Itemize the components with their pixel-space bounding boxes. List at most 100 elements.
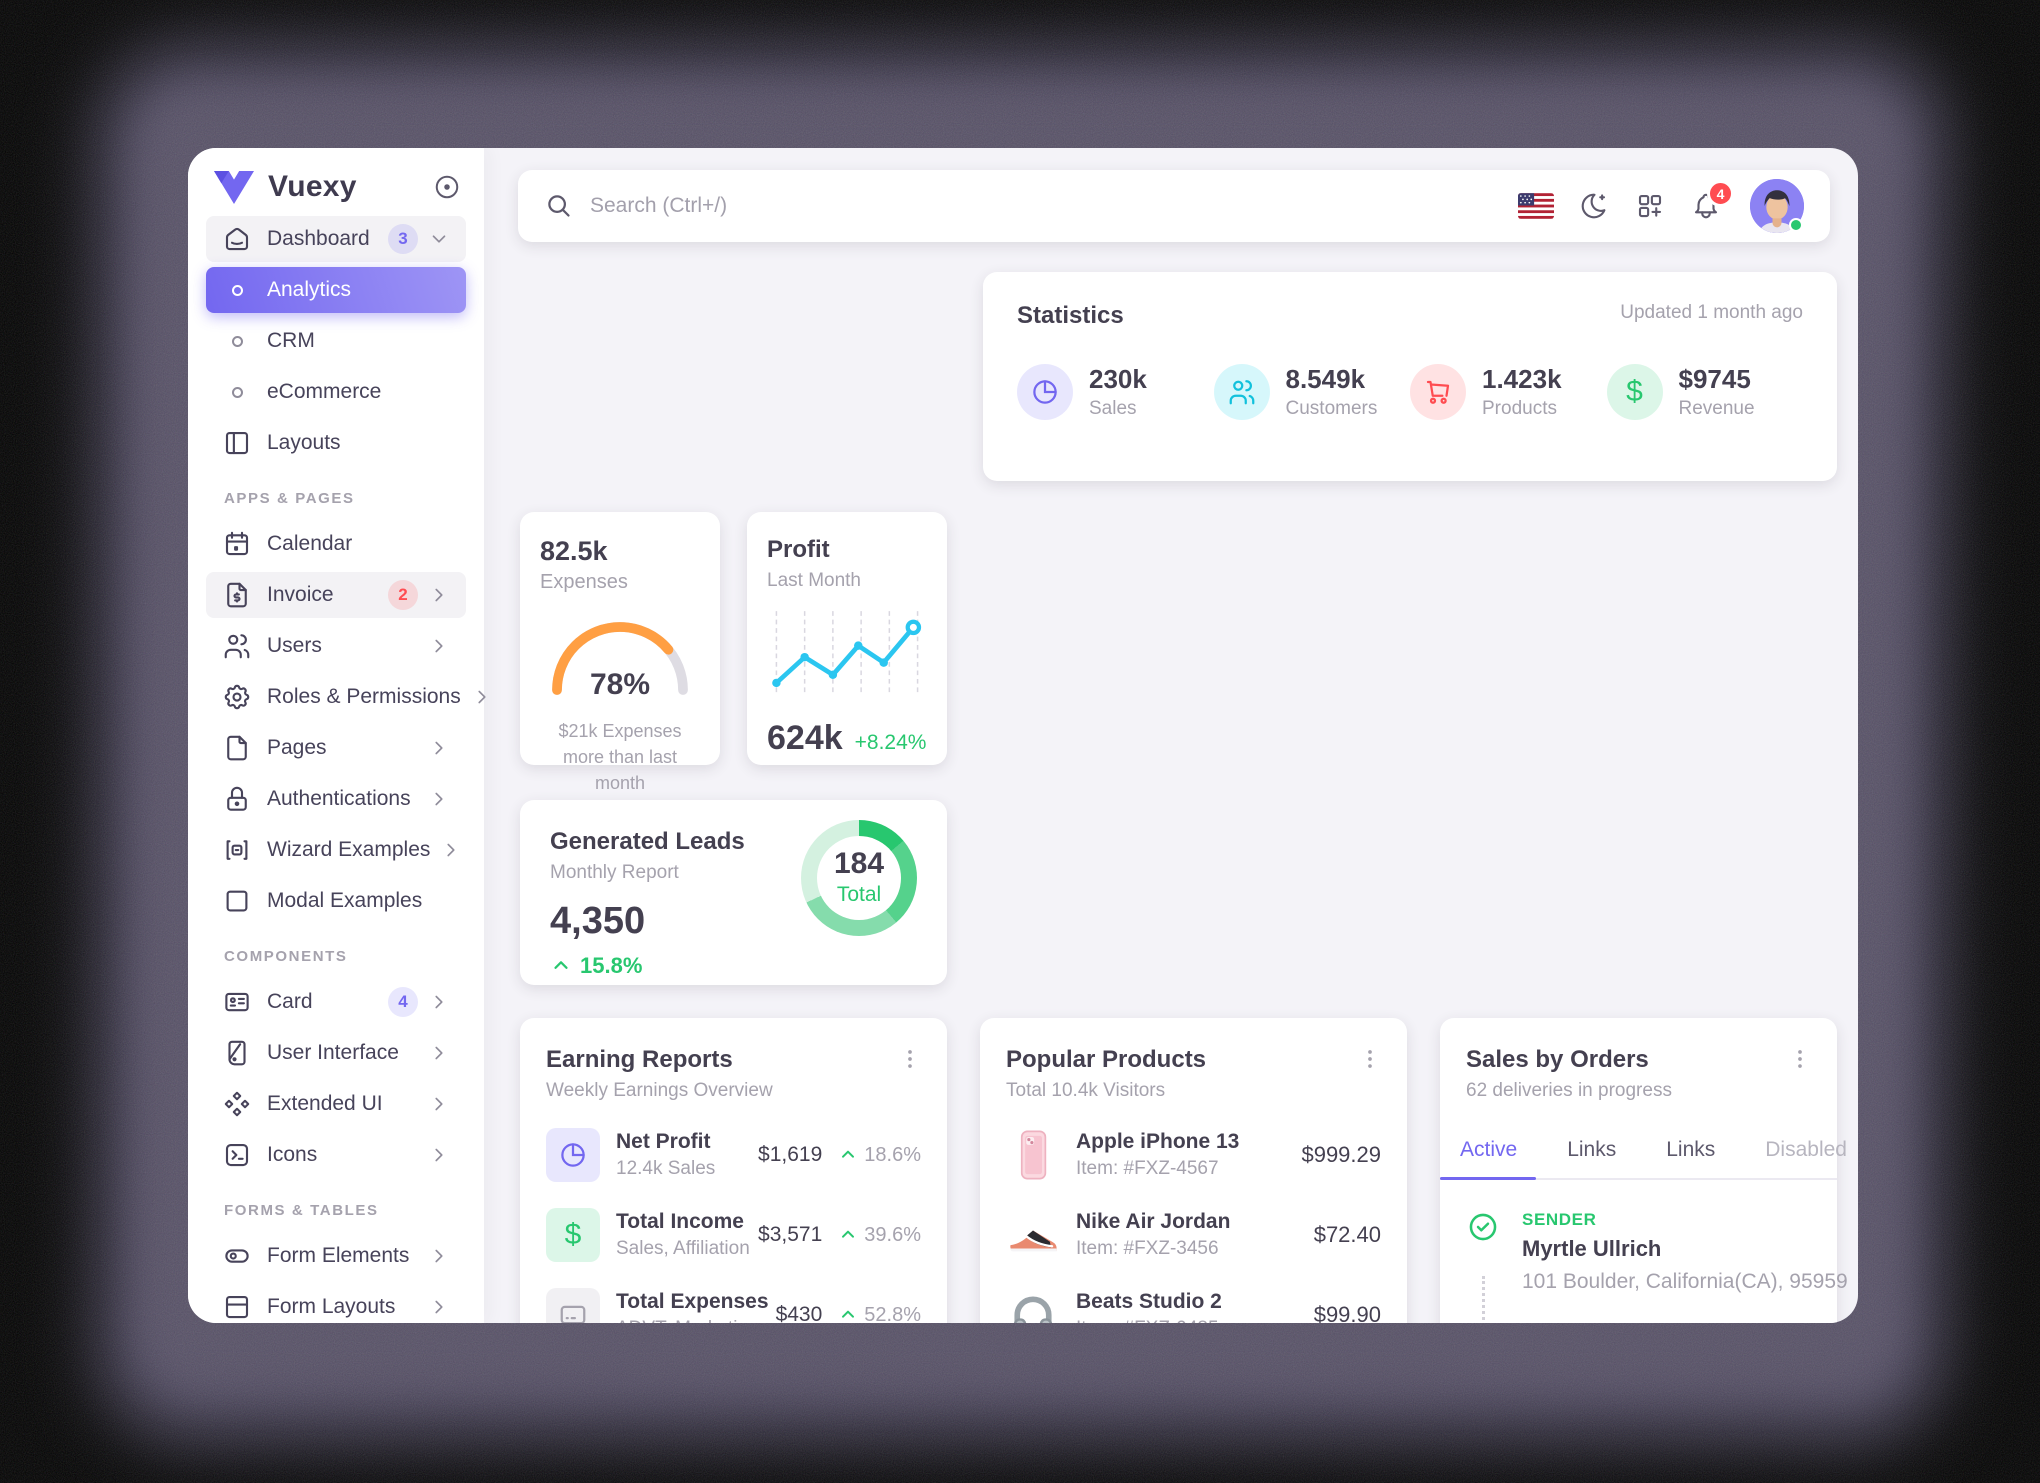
kebab-menu-icon[interactable]: [897, 1046, 923, 1072]
notifications-button[interactable]: 4: [1690, 180, 1734, 222]
swatch-book-icon: [222, 1038, 252, 1068]
user-avatar[interactable]: [1750, 179, 1804, 233]
topbar: 4: [518, 170, 1830, 242]
sender-label: SENDER: [1522, 1210, 1597, 1229]
sidebar-item-label: eCommerce: [267, 380, 382, 403]
expenses-label: Expenses: [540, 571, 628, 593]
chevron-right-icon: [428, 1144, 450, 1166]
row-subtitle: Sales, Affiliation: [616, 1238, 750, 1259]
statistics-card: Statistics Updated 1 month ago 230k Sale…: [983, 272, 1837, 481]
stat-revenue: $ $9745 Revenue: [1606, 364, 1804, 420]
earning-reports-card: Earning Reports Weekly Earnings Overview…: [520, 1018, 947, 1323]
kebab-menu-icon[interactable]: [1787, 1046, 1813, 1072]
tab-active[interactable]: Active: [1460, 1138, 1518, 1161]
sidebar-item-dashboard[interactable]: Dashboard 3: [206, 216, 466, 262]
layout-sidebar-icon: [222, 428, 252, 458]
sales-by-orders-card: Sales by Orders 62 deliveries in progres…: [1440, 1018, 1848, 1323]
kebab-menu-icon[interactable]: [1357, 1046, 1383, 1072]
order-timeline: SENDER Myrtle Ullrich 101 Boulder, Calif…: [1440, 1180, 1848, 1323]
sidebar-item-users[interactable]: Users: [206, 623, 466, 669]
timeline-sender: SENDER Myrtle Ullrich 101 Boulder, Calif…: [1466, 1210, 1848, 1294]
search-icon: [548, 195, 570, 217]
stat-sales: 230k Sales: [1017, 364, 1214, 420]
iphone-product-image: [1006, 1128, 1060, 1182]
chevron-right-icon: [428, 1245, 450, 1267]
users-icon: [1213, 364, 1270, 420]
sidebar-item-label: Authentications: [267, 787, 411, 810]
lock-icon: [222, 784, 252, 814]
chevron-right-icon: [428, 788, 450, 810]
sidebar-item-form-elements[interactable]: Form Elements: [206, 1233, 466, 1279]
stat-label: Revenue: [1678, 398, 1755, 419]
sidebar-item-invoice[interactable]: Invoice 2: [206, 572, 466, 618]
search-bar[interactable]: [544, 191, 1518, 221]
section-label-apps-pages: APPS & PAGES: [224, 490, 355, 507]
donut-center-label: Total: [836, 883, 882, 906]
app-window: Vuexy Dashboard 3: [188, 148, 1858, 1323]
circle-dot-icon: [435, 175, 459, 199]
square-icon: [222, 886, 252, 916]
sidebar-item-calendar[interactable]: Calendar: [206, 521, 466, 567]
sidebar-item-roles-permissions[interactable]: Roles & Permissions: [206, 674, 486, 720]
sidebar-item-ecommerce[interactable]: eCommerce: [206, 369, 466, 415]
timeline-connector: [1482, 1276, 1485, 1323]
donut-center-value: 184: [833, 847, 885, 880]
sidebar-item-wizard-examples[interactable]: Wizard Examples: [206, 827, 466, 873]
circle-check-icon: [1466, 1210, 1500, 1244]
sidebar-item-modal-examples[interactable]: Modal Examples: [206, 878, 466, 924]
statistics-title: Statistics: [1017, 302, 1124, 329]
grid-add-icon: [1638, 194, 1662, 218]
stat-label: Customers: [1285, 398, 1378, 419]
pie-chart-icon: [546, 1128, 600, 1182]
tab-links-1[interactable]: Links: [1567, 1138, 1617, 1161]
expenses-value: 82.5k: [540, 536, 608, 566]
sidebar-item-form-layouts[interactable]: Form Layouts: [206, 1284, 466, 1323]
sender-address: 101 Boulder, California(CA), 95959: [1522, 1270, 1848, 1293]
product-item: Item: #FXZ-3456: [1076, 1238, 1219, 1259]
apps-shortcut-button[interactable]: [1634, 190, 1666, 222]
expenses-gauge-percent: 78%: [589, 668, 651, 701]
expenses-gauge-value-arc: [552, 622, 688, 695]
expenses-caption: $21k Expenses more than last month: [558, 721, 682, 794]
tab-links-2[interactable]: Links: [1666, 1138, 1716, 1161]
sidebar-item-label: CRM: [267, 329, 315, 352]
sidebar-item-label: Wizard Examples: [267, 838, 431, 861]
chevron-right-icon: [471, 686, 493, 708]
dark-mode-toggle[interactable]: [1578, 190, 1610, 222]
sidebar-item-card[interactable]: Card 4: [206, 979, 466, 1025]
product-item: Item: #FXZ-9485: [1076, 1318, 1314, 1323]
language-flag-us[interactable]: [1518, 193, 1554, 219]
leads-delta-value: 15.8%: [580, 953, 643, 978]
sidebar-item-layouts[interactable]: Layouts: [206, 420, 466, 466]
credit-card-icon: [546, 1288, 600, 1323]
row-subtitle: 12.4k Sales: [616, 1158, 716, 1179]
users-icon: [222, 631, 252, 661]
leads-value: 4,350: [550, 900, 646, 942]
app-logo-text: Vuexy: [268, 170, 357, 203]
row-title: Net Profit: [616, 1130, 711, 1153]
row-subtitle: ADVT, Marketing: [616, 1318, 776, 1323]
chevron-right-icon: [428, 991, 450, 1013]
sidebar-item-authentications[interactable]: Authentications: [206, 776, 466, 822]
search-input[interactable]: [590, 194, 1090, 218]
toggle-icon: [222, 1241, 252, 1271]
radio-dot-icon: [222, 284, 252, 296]
sidebar-item-analytics[interactable]: Analytics: [206, 267, 466, 313]
sidebar-item-extended-ui[interactable]: Extended UI: [206, 1081, 466, 1127]
sidebar-item-label: Roles & Permissions: [267, 685, 461, 708]
sidebar-item-crm[interactable]: CRM: [206, 318, 466, 364]
profit-subtitle: Last Month: [767, 570, 861, 591]
chevron-down-icon: [428, 228, 450, 250]
sales-title: Sales by Orders: [1466, 1046, 1649, 1073]
file-icon: [222, 733, 252, 763]
products-subtitle: Total 10.4k Visitors: [1006, 1080, 1166, 1101]
dollar-icon: $: [546, 1208, 600, 1262]
sidebar-item-user-interface[interactable]: User Interface: [206, 1030, 466, 1076]
sidebar-item-pages[interactable]: Pages: [206, 725, 466, 771]
sidebar-item-icons[interactable]: Icons: [206, 1132, 466, 1178]
sidebar-item-label: Users: [267, 634, 322, 657]
notification-count-badge: 4: [1707, 180, 1734, 207]
sidebar-collapse-toggle[interactable]: [432, 172, 462, 202]
active-tab-underline: [1440, 1177, 1536, 1180]
stat-label: Products: [1482, 398, 1557, 419]
